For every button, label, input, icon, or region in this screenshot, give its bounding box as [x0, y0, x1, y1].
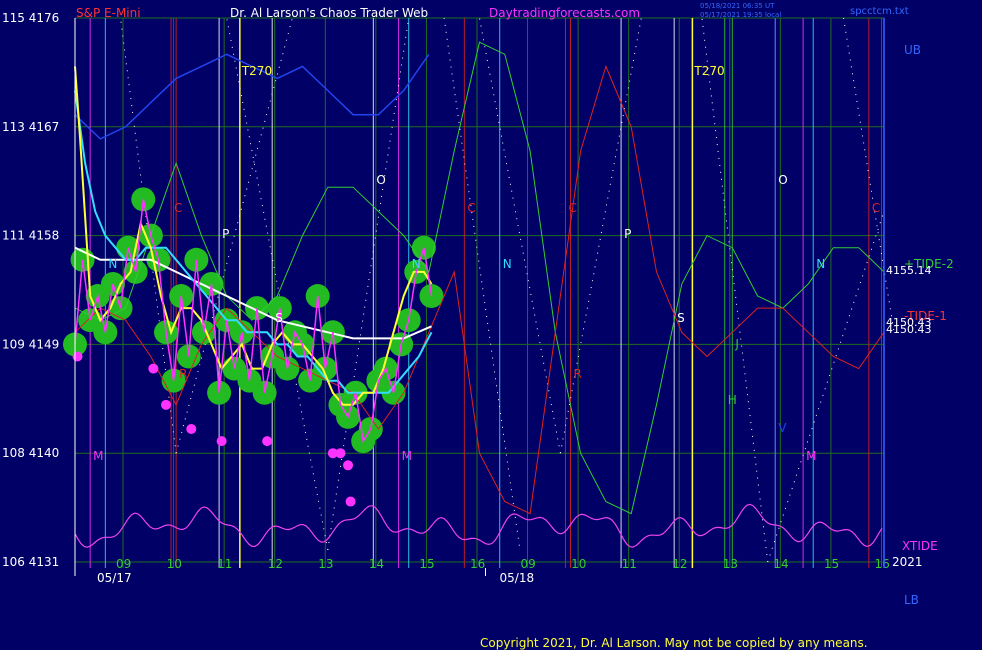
- tide1-value-b: 4150.43: [886, 323, 932, 336]
- copyright-text: Copyright 2021, Dr. Al Larson. May not b…: [480, 636, 868, 650]
- x-tick-label: 15: [824, 557, 839, 571]
- xtide-layer: [74, 503, 883, 548]
- low-marker-dot: [343, 460, 354, 471]
- x-tick-label: 12: [268, 557, 283, 571]
- low-marker-dot: [148, 363, 159, 374]
- low-marker-dot: [161, 399, 172, 410]
- marker-label: C: [872, 201, 880, 215]
- y-tick-label: 106 4131: [2, 555, 59, 569]
- y-tick-label: 111 4158: [2, 229, 59, 243]
- x-tick-label: 10: [571, 557, 586, 571]
- tide2-value: 4155.14: [886, 264, 932, 277]
- t270-label: T270: [693, 64, 724, 78]
- series-line-1: [74, 66, 433, 406]
- x-tick-label: 09: [521, 557, 536, 571]
- x-axis-labels: 09 10 11 12 13 14 15 16 09 10 11 12 13 14 15 16 05/17 05/…: [74, 557, 890, 585]
- timestamp-local: 05/17/2021 19:35 local: [700, 11, 781, 19]
- x-date-label: 05/17: [97, 571, 132, 585]
- x-tick-label: 09: [116, 557, 131, 571]
- source-file: spcctcm.txt: [850, 6, 909, 17]
- xtide-line: [74, 503, 883, 548]
- y-tick-label: 115 4176: [2, 11, 59, 25]
- series-line-6: [74, 53, 430, 140]
- x-tick-label: 11: [622, 557, 637, 571]
- x-tick-label: 14: [369, 557, 384, 571]
- marker-label: N: [412, 257, 421, 271]
- marker-label: M: [402, 449, 412, 463]
- site-link[interactable]: Daytradingforecasts.com: [489, 6, 640, 20]
- marker-label: C: [467, 201, 475, 215]
- marker-label: C: [174, 201, 182, 215]
- dotted-cycle-lines: [120, 17, 895, 563]
- low-marker-dot: [186, 424, 197, 435]
- low-marker-dot: [335, 448, 346, 459]
- x-tick-label: 16: [874, 557, 889, 571]
- marker-label: O: [778, 173, 787, 187]
- marker-label: O: [376, 173, 385, 187]
- chart-title: Dr. Al Larson's Chaos Trader Web: [230, 6, 428, 20]
- marker-label: M: [93, 449, 103, 463]
- x-tick-label: 12: [672, 557, 687, 571]
- y-tick-label: 109 4149: [2, 337, 59, 351]
- x-tick-label: 16: [470, 557, 485, 571]
- marker-label: P: [222, 227, 229, 241]
- low-marker-dot: [216, 436, 227, 447]
- y-tick-label: 108 4140: [2, 446, 59, 460]
- marker-label: P: [624, 227, 631, 241]
- xtide-label: XTIDE: [902, 539, 938, 553]
- tide1-value: 4150.43: [886, 316, 932, 329]
- marker-label: S: [275, 311, 283, 325]
- marker-label: N: [108, 257, 117, 271]
- x-tick-label: 11: [217, 557, 232, 571]
- ub-label: UB: [904, 43, 921, 57]
- low-marker-dot: [345, 496, 356, 507]
- low-marker-dot: [327, 448, 338, 459]
- series-line-4: [74, 41, 885, 515]
- marker-label: V: [778, 421, 787, 435]
- marker-label: H: [728, 393, 737, 407]
- tide1-label: -TIDE-1: [904, 309, 947, 323]
- marker-label: M: [806, 449, 816, 463]
- series-layer: [63, 41, 885, 515]
- timestamp-ut: 05/18/2021 06:35 UT: [700, 2, 775, 10]
- low-marker-dot: [72, 351, 83, 362]
- x-tick-label: 13: [723, 557, 738, 571]
- dotted-cycle-line: [327, 17, 410, 550]
- marker-label: N: [503, 257, 512, 271]
- marker-labels: M N C R P S O M N C N C R P S J H O V M N C T270 T270: [93, 64, 880, 463]
- marker-label: S: [677, 311, 685, 325]
- series-line-0: [74, 199, 433, 444]
- dotted-cycle-line: [701, 17, 769, 563]
- series-line-5: [74, 64, 885, 515]
- x-tick-label: 10: [167, 557, 182, 571]
- marker-label: J: [734, 337, 739, 351]
- x-date-label: 05/18: [500, 571, 535, 585]
- marker-label: R: [179, 367, 187, 381]
- y-axis-labels: 115 4176 113 4167 111 4158 109 4149 108 4140…: [2, 11, 59, 569]
- low-marker-dot: [262, 436, 273, 447]
- price-halo-dot: [419, 284, 444, 309]
- y-tick-label: 113 4167: [2, 120, 59, 134]
- t270-label: T270: [241, 64, 272, 78]
- instrument-title: S&P E-Mini: [76, 6, 141, 20]
- marker-label: N: [816, 257, 825, 271]
- x-tick-label: 13: [318, 557, 333, 571]
- lb-label: LB: [904, 593, 919, 607]
- marker-label: C: [568, 201, 576, 215]
- x-tick-label: 15: [419, 557, 434, 571]
- tide2-label: +TIDE-2: [904, 257, 954, 271]
- year-label: 2021: [892, 555, 923, 569]
- x-tick-label: 14: [773, 557, 788, 571]
- marker-label: R: [574, 367, 582, 381]
